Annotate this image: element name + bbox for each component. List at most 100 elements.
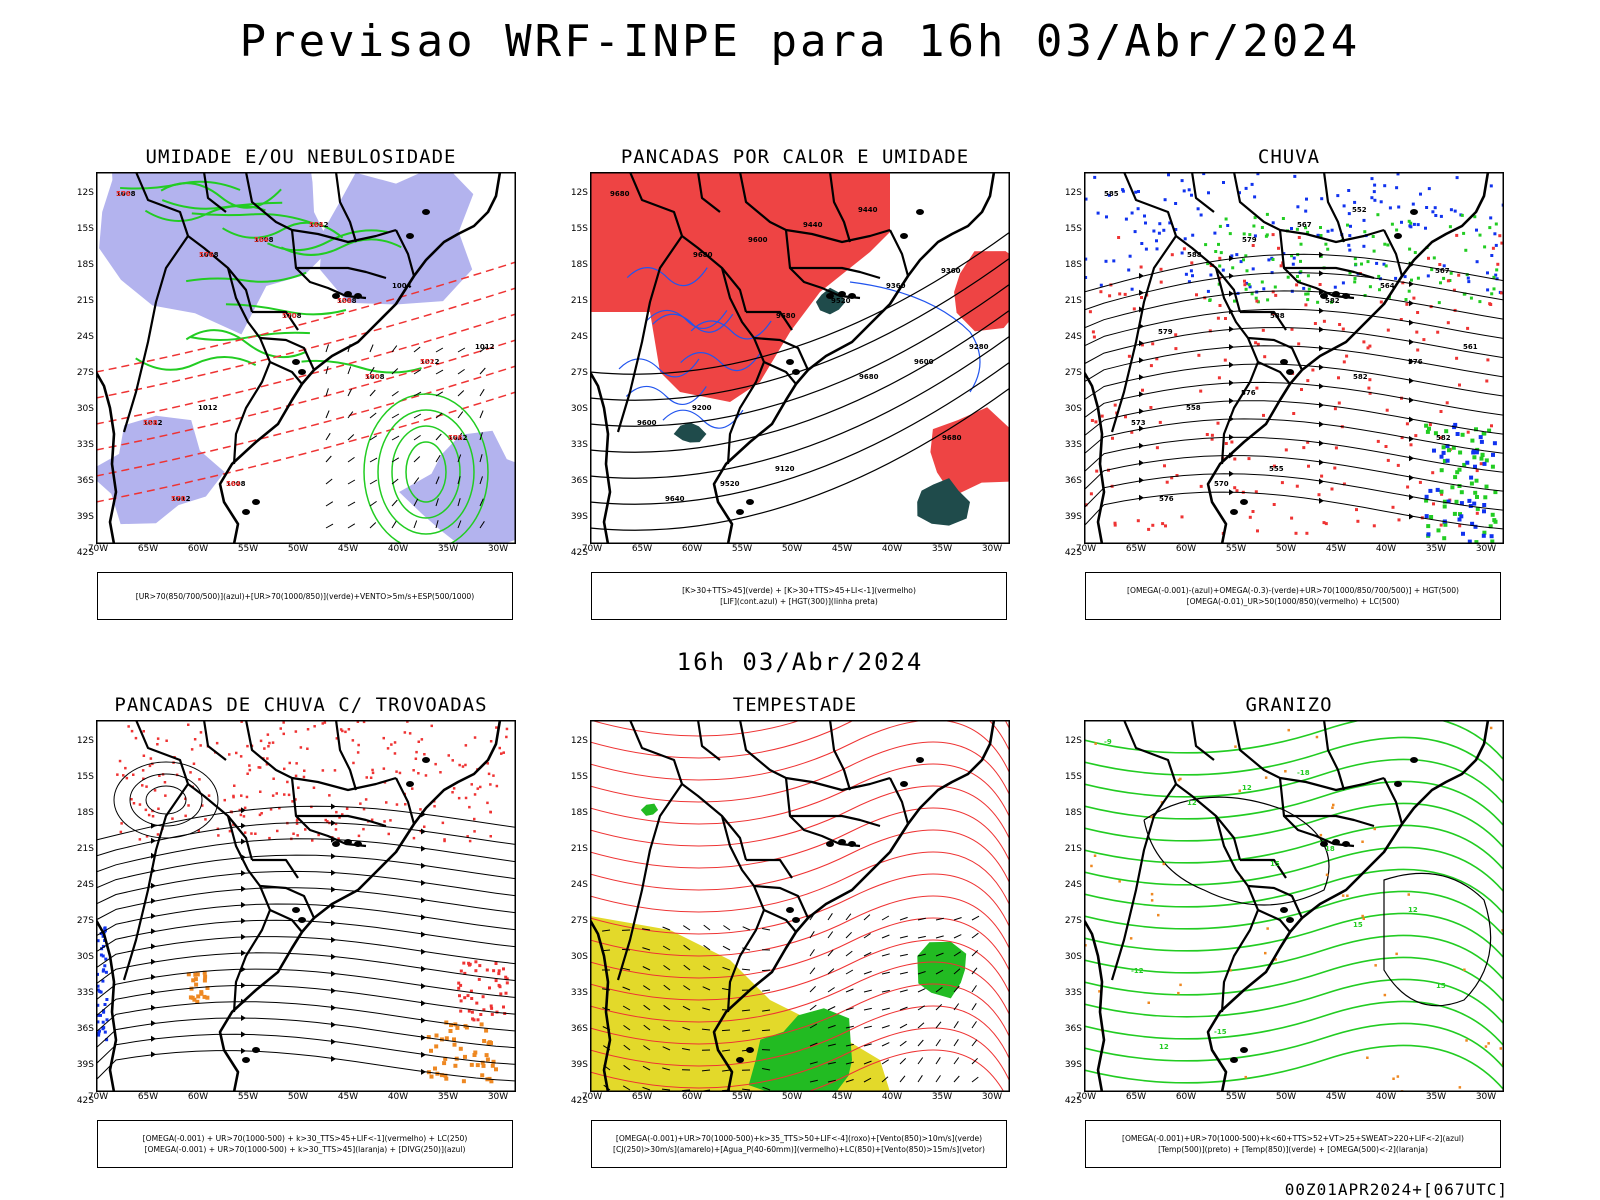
- lat-tick-label: 21S: [76, 844, 94, 854]
- storm-speckle: [345, 807, 349, 810]
- stream-arrow: [1229, 273, 1234, 279]
- wind-vector: [917, 1039, 924, 1047]
- wind-vector: [917, 988, 926, 993]
- precip-speckle: [1451, 445, 1456, 450]
- precip-speckle: [1155, 357, 1159, 361]
- wind-vector: [722, 1049, 731, 1052]
- precip-speckle: [1492, 287, 1496, 291]
- lat-tick-label: 15S: [76, 224, 94, 234]
- precip-speckle: [1363, 230, 1367, 234]
- precip-speckle: [1174, 202, 1178, 205]
- temp-label: 12: [1408, 906, 1418, 914]
- wind-vector: [435, 347, 444, 353]
- precip-speckle: [1304, 292, 1308, 296]
- storm-speckle: [191, 978, 196, 983]
- precip-speckle: [1224, 317, 1227, 320]
- stream-arrow: [331, 886, 336, 893]
- storm-speckle: [101, 944, 105, 948]
- storm-speckle: [461, 765, 465, 768]
- water-contour: [590, 807, 1010, 869]
- precip-speckle: [1190, 193, 1193, 197]
- stream-arrow: [1319, 270, 1324, 277]
- panel-granizo: GRANIZO -9 12 15 15 15 12 12 18 12 -12 -15 -18 12S 1…: [1064, 694, 1544, 1176]
- wind-vector: [435, 454, 441, 463]
- stream-arrow: [331, 953, 336, 960]
- pressure-label: 1012: [171, 495, 191, 503]
- storm-speckle: [338, 816, 341, 819]
- storm-speckle: [502, 751, 505, 754]
- precip-speckle: [1140, 343, 1144, 347]
- storm-speckle: [424, 774, 428, 777]
- legend-box: [K>30+TTS>45](verde) + [K>30+TTS>45+LI<-…: [591, 572, 1007, 620]
- precip-speckle: [1190, 261, 1194, 265]
- lat-tick-label: 21S: [570, 844, 588, 854]
- precip-speckle: [1427, 187, 1431, 191]
- precip-speckle: [1117, 236, 1121, 239]
- precip-speckle: [1452, 511, 1457, 516]
- stream-arrow: [241, 1015, 246, 1021]
- lat-tick-label: 39S: [76, 512, 94, 522]
- wind-vector: [369, 366, 375, 375]
- precip-speckle: [1346, 223, 1349, 227]
- water-contour: [590, 785, 1010, 847]
- storm-speckle: [370, 818, 374, 821]
- lake-mark: [344, 839, 352, 845]
- stream-arrow: [1409, 300, 1414, 307]
- precip-speckle: [1457, 517, 1462, 522]
- temp-label: 15: [1353, 921, 1363, 929]
- storm-speckle: [382, 736, 385, 740]
- legend-line: [OMEGA(-0.001) + UR>70(1000-500) + k>30_…: [144, 1145, 466, 1154]
- precip-speckle: [1465, 460, 1470, 465]
- height-label: 9120: [775, 465, 795, 473]
- storm-speckle: [328, 794, 331, 797]
- state-border: [269, 360, 303, 385]
- precip-speckle: [1424, 423, 1429, 428]
- state-border: [738, 720, 891, 792]
- precip-speckle: [1424, 226, 1427, 230]
- precip-speckle: [1492, 518, 1497, 523]
- precip-speckle: [1233, 486, 1237, 490]
- precip-speckle: [1391, 505, 1395, 509]
- precip-speckle: [1438, 263, 1442, 266]
- precip-speckle: [1473, 464, 1477, 469]
- omega-speckle: [1315, 735, 1319, 739]
- precip-speckle: [1367, 386, 1371, 390]
- state-border: [1322, 720, 1346, 791]
- storm-speckle: [105, 1038, 109, 1042]
- stream-arrow: [331, 820, 336, 826]
- storm-speckle: [187, 723, 190, 726]
- precip-speckle: [1306, 230, 1310, 234]
- wind-vector: [863, 970, 872, 975]
- storm-speckle: [232, 823, 235, 826]
- humidity-contour: [185, 271, 307, 283]
- storm-speckle: [390, 743, 393, 746]
- precip-speckle: [1424, 498, 1429, 503]
- precip-speckle: [1159, 267, 1163, 271]
- precip-speckle: [1195, 293, 1198, 297]
- storm-speckle: [132, 802, 136, 805]
- storm-speckle: [433, 1066, 437, 1071]
- omega-speckle: [1157, 913, 1160, 917]
- storm-speckle: [101, 1020, 105, 1024]
- precip-speckle: [1272, 503, 1276, 506]
- lat-tick-label: 36S: [1064, 1024, 1082, 1034]
- precip-speckle: [1242, 232, 1246, 236]
- precip-speckle: [1470, 438, 1475, 443]
- wind-vector: [369, 389, 376, 397]
- height-contour: [590, 361, 1010, 505]
- omega-speckle: [1129, 937, 1133, 940]
- precip-speckle: [1481, 431, 1486, 436]
- precip-speckle: [1462, 292, 1466, 296]
- precip-speckle: [1407, 219, 1411, 223]
- precip-speckle: [1105, 215, 1108, 219]
- precip-speckle: [1271, 290, 1275, 294]
- precip-speckle: [1297, 342, 1301, 346]
- wind-vector: [742, 1029, 751, 1032]
- geopotential-label: 567: [1435, 267, 1450, 275]
- precip-speckle: [1406, 485, 1410, 489]
- precip-speckle: [1152, 229, 1156, 233]
- precip-speckle: [1251, 267, 1255, 271]
- storm-speckle: [142, 754, 146, 757]
- wind-vector: [953, 951, 961, 957]
- wind-vector: [413, 346, 421, 353]
